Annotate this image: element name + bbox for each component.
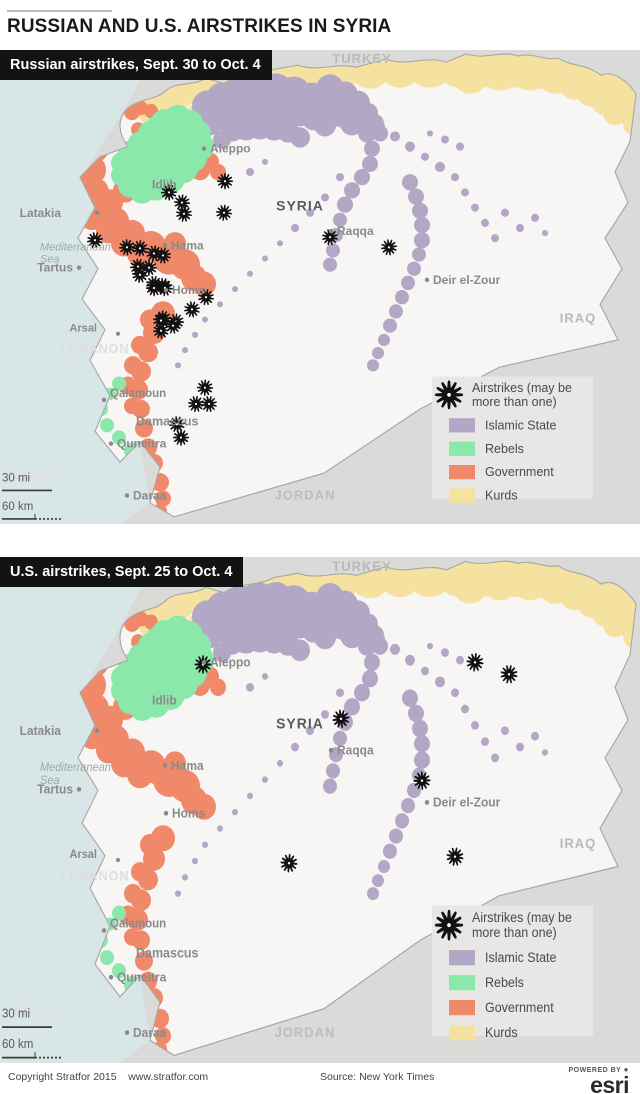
svg-text:Damascus: Damascus	[136, 414, 198, 428]
svg-text:SYRIA: SYRIA	[276, 716, 324, 733]
svg-text:Mediterranean: Mediterranean	[40, 762, 111, 774]
svg-text:Islamic State: Islamic State	[485, 418, 556, 432]
svg-text:more than one): more than one)	[472, 925, 557, 941]
svg-text:Aleppo: Aleppo	[210, 142, 251, 156]
svg-text:30 mi: 30 mi	[2, 1006, 30, 1021]
svg-text:IRAQ: IRAQ	[560, 836, 596, 852]
svg-text:Raqqa: Raqqa	[337, 743, 375, 758]
svg-text:Arsal: Arsal	[70, 848, 97, 860]
svg-text:Mediterranean: Mediterranean	[40, 241, 111, 253]
svg-text:Rebels: Rebels	[485, 975, 524, 991]
svg-text:Qalamoun: Qalamoun	[110, 916, 166, 931]
svg-text:Quneitra: Quneitra	[117, 970, 167, 985]
svg-text:more than one): more than one)	[472, 395, 557, 409]
svg-text:Homs: Homs	[172, 283, 206, 297]
svg-text:Hama: Hama	[171, 238, 204, 252]
svg-text:Idlib: Idlib	[152, 177, 177, 191]
svg-text:Kurds: Kurds	[485, 488, 518, 502]
svg-text:IRAQ: IRAQ	[560, 310, 596, 325]
svg-text:Deir el-Zour: Deir el-Zour	[433, 273, 501, 287]
svg-text:Tartus: Tartus	[37, 261, 73, 275]
svg-text:Latakia: Latakia	[20, 206, 62, 220]
svg-text:Latakia: Latakia	[20, 724, 62, 739]
svg-text:JORDAN: JORDAN	[275, 1024, 336, 1040]
svg-text:Homs: Homs	[172, 806, 205, 821]
svg-text:TURKEY: TURKEY	[332, 559, 391, 575]
svg-text:Government: Government	[485, 465, 554, 479]
svg-text:60 km: 60 km	[2, 1036, 33, 1051]
svg-text:Aleppo: Aleppo	[210, 655, 251, 670]
svg-text:TURKEY: TURKEY	[332, 51, 391, 66]
svg-text:Daraa: Daraa	[133, 488, 167, 502]
svg-text:Rebels: Rebels	[485, 442, 524, 456]
svg-text:SYRIA: SYRIA	[276, 198, 324, 214]
svg-text:Hama: Hama	[171, 758, 205, 773]
svg-text:Government: Government	[485, 999, 554, 1015]
svg-text:Daraa: Daraa	[133, 1025, 167, 1040]
svg-text:Kurds: Kurds	[485, 1024, 518, 1040]
svg-text:Islamic State: Islamic State	[485, 950, 556, 966]
svg-text:Quneitra: Quneitra	[117, 437, 167, 451]
svg-text:Arsal: Arsal	[70, 323, 97, 335]
svg-text:Damascus: Damascus	[136, 945, 198, 961]
svg-text:Deir el-Zour: Deir el-Zour	[433, 795, 500, 810]
svg-text:Raqqa: Raqqa	[337, 224, 374, 238]
svg-text:LEBANON: LEBANON	[61, 868, 130, 884]
svg-text:30 mi: 30 mi	[2, 472, 30, 484]
svg-text:Qalamoun: Qalamoun	[110, 388, 166, 400]
svg-text:60 km: 60 km	[2, 501, 33, 513]
svg-text:Airstrikes (may be: Airstrikes (may be	[472, 909, 572, 925]
svg-text:JORDAN: JORDAN	[275, 487, 336, 502]
svg-text:Tartus: Tartus	[37, 782, 73, 797]
svg-text:Idlib: Idlib	[152, 693, 177, 708]
svg-text:LEBANON: LEBANON	[61, 342, 130, 356]
svg-text:Airstrikes (may be: Airstrikes (may be	[472, 381, 572, 395]
